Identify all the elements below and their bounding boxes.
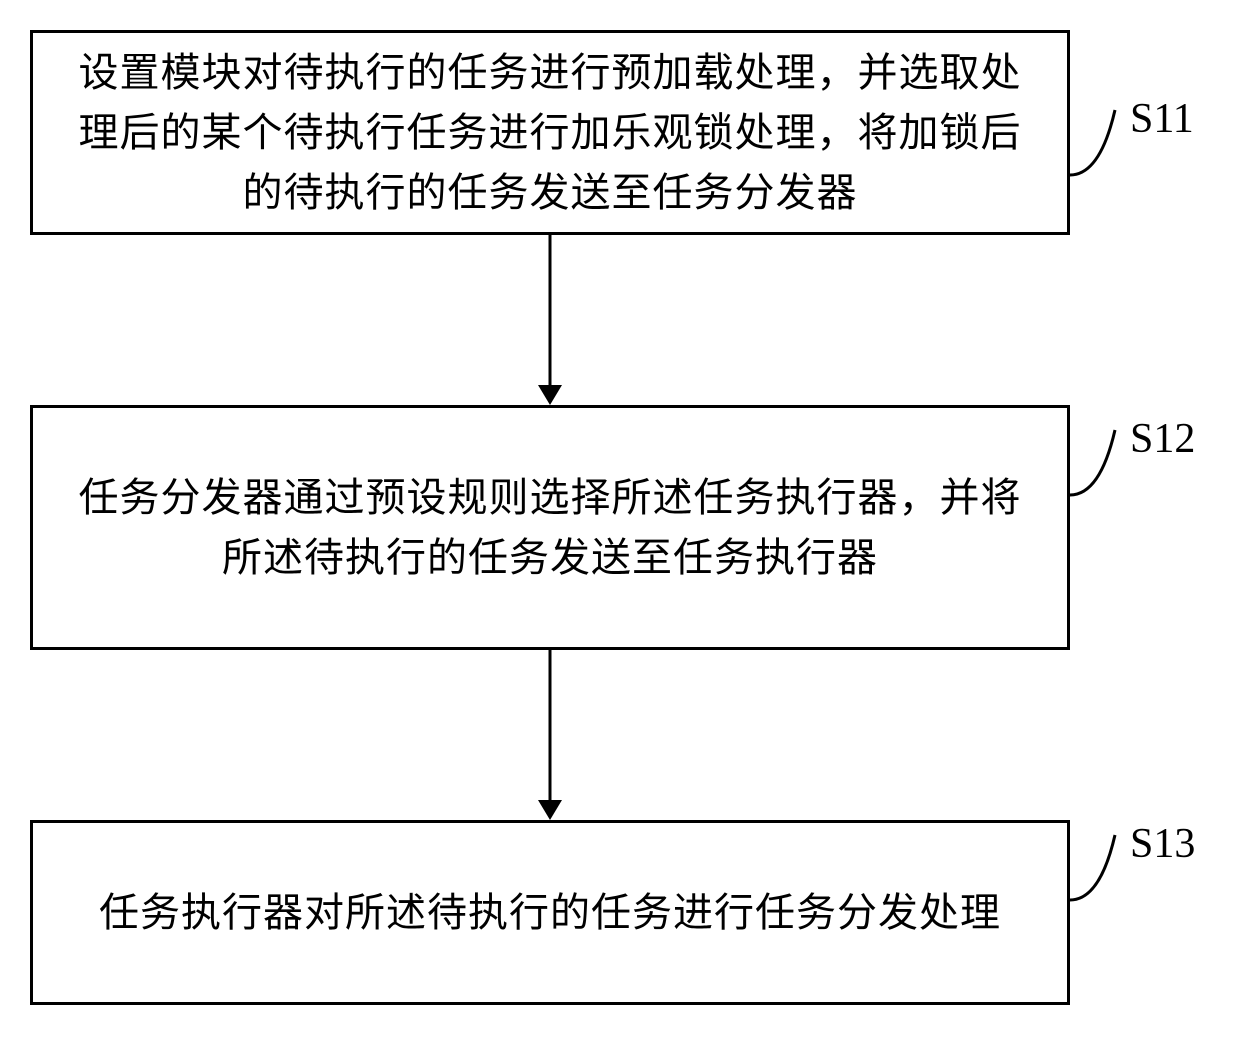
step-label-s12: S12	[1130, 415, 1195, 463]
flow-node-s13-text: 任务执行器对所述待执行的任务进行任务分发处理	[99, 883, 1001, 943]
flow-node-s11-text: 设置模块对待执行的任务进行预加载处理，并选取处理后的某个待执行任务进行加乐观锁处…	[63, 43, 1037, 223]
step-label-s11: S11	[1130, 95, 1194, 143]
flow-node-s11: 设置模块对待执行的任务进行预加载处理，并选取处理后的某个待执行任务进行加乐观锁处…	[30, 30, 1070, 235]
flowchart-container: 设置模块对待执行的任务进行预加载处理，并选取处理后的某个待执行任务进行加乐观锁处…	[0, 0, 1240, 1045]
step-label-s13: S13	[1130, 820, 1195, 868]
arrow-s12-s13	[530, 650, 570, 825]
connector-s12	[1065, 415, 1135, 505]
flow-node-s12-text: 任务分发器通过预设规则选择所述任务执行器，并将所述待执行的任务发送至任务执行器	[63, 468, 1037, 588]
arrow-s11-s12	[530, 235, 570, 410]
flow-node-s13: 任务执行器对所述待执行的任务进行任务分发处理	[30, 820, 1070, 1005]
connector-s13	[1065, 820, 1135, 910]
flow-node-s12: 任务分发器通过预设规则选择所述任务执行器，并将所述待执行的任务发送至任务执行器	[30, 405, 1070, 650]
connector-s11	[1065, 95, 1135, 185]
